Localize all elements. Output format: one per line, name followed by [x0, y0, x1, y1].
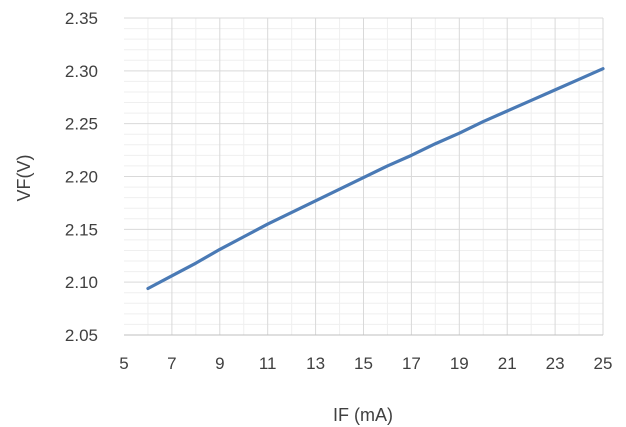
y-axis-tick-labels: 2.05 2.10 2.15 2.20 2.25 2.30 2.35: [65, 9, 98, 345]
x-tick-label: 15: [354, 354, 373, 373]
x-tick-label: 7: [167, 354, 176, 373]
x-tick-label: 9: [215, 354, 224, 373]
x-tick-label: 11: [259, 354, 277, 373]
y-axis-title: VF(V): [14, 155, 34, 202]
x-tick-label: 17: [402, 354, 421, 373]
x-tick-label: 5: [119, 354, 128, 373]
x-tick-label: 25: [594, 354, 613, 373]
y-tick-label: 2.30: [65, 62, 98, 81]
y-tick-label: 2.15: [65, 220, 98, 239]
y-tick-label: 2.20: [65, 168, 98, 187]
y-tick-label: 2.05: [65, 326, 98, 345]
x-tick-label: 13: [306, 354, 325, 373]
y-tick-label: 2.25: [65, 115, 98, 134]
major-gridlines: [124, 17, 604, 336]
x-axis-title: IF (mA): [333, 405, 393, 425]
x-tick-label: 23: [546, 354, 565, 373]
y-tick-label: 2.35: [65, 9, 98, 28]
x-axis-tick-labels: 5 7 9 11 13 15 17 19 21 23 25: [119, 354, 612, 373]
x-tick-label: 19: [450, 354, 469, 373]
plot-series: [146, 67, 605, 291]
y-tick-label: 2.10: [65, 273, 98, 292]
x-tick-label: 21: [498, 354, 517, 373]
series-line: [146, 67, 605, 291]
